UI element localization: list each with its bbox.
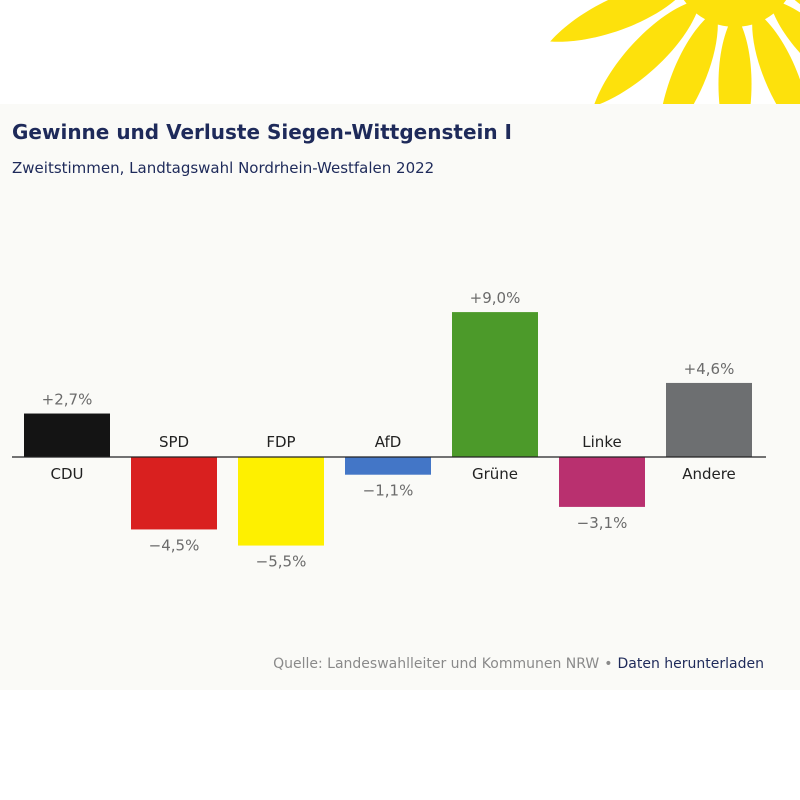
source-line: Quelle: Landeswahlleiter und Kommunen NR… (273, 656, 764, 672)
bar-linke[interactable] (559, 457, 645, 507)
category-label: FDP (266, 433, 295, 451)
sunflower-center (683, 0, 787, 27)
category-label: AfD (375, 433, 402, 451)
category-label: Linke (582, 433, 621, 451)
value-label: −4,5% (149, 536, 200, 554)
chart-title: Gewinne und Verluste Siegen-Wittgenstein… (12, 120, 512, 144)
bar-chart: +2,7% CDU −4,5% SPD −5,5% FDP −1,1% AfD +9,0% Grü… (12, 289, 766, 571)
sunflower-petal (779, 0, 800, 42)
category-label: Grüne (472, 465, 518, 483)
bar-andere[interactable] (666, 382, 752, 457)
category-label: Andere (682, 465, 736, 483)
sunflower-petal (550, 0, 691, 42)
value-label: −1,1% (363, 482, 414, 500)
chart-subtitle: Zweitstimmen, Landtagswahl Nordrhein-Wes… (12, 159, 435, 177)
sunflower-petal (593, 0, 702, 107)
bar-grne[interactable] (452, 312, 538, 457)
value-label: +9,0% (470, 289, 521, 307)
source-text: Quelle: Landeswahlleiter und Kommunen NR… (273, 656, 600, 672)
separator-dot: • (604, 656, 613, 672)
value-label: +4,6% (684, 360, 735, 378)
category-label: CDU (50, 465, 83, 483)
bar-afd[interactable] (345, 457, 431, 475)
bar-cdu[interactable] (24, 413, 110, 457)
value-label: −3,1% (577, 514, 628, 532)
value-label: −5,5% (256, 553, 307, 571)
bar-fdp[interactable] (238, 457, 324, 546)
value-label: +2,7% (42, 391, 93, 409)
chart-card: Gewinne und Verluste Siegen-Wittgenstein… (0, 104, 800, 690)
download-data-link[interactable]: Daten herunterladen (617, 656, 764, 672)
sunflower-petal (768, 0, 800, 107)
category-label: SPD (159, 433, 189, 451)
bar-spd[interactable] (131, 457, 217, 530)
